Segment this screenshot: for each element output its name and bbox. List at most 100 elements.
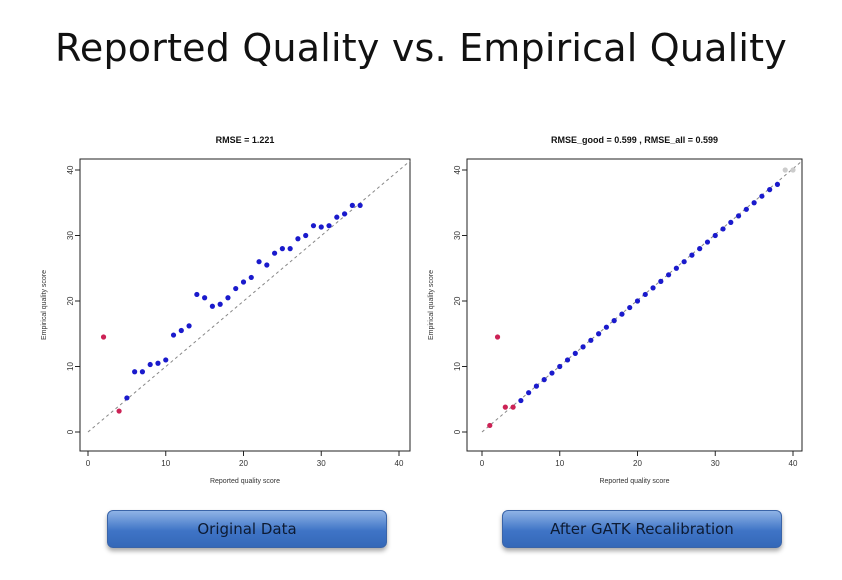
- data-point: [743, 206, 749, 212]
- data-point: [124, 395, 130, 401]
- data-point: [782, 167, 788, 173]
- data-point: [487, 422, 493, 429]
- y-tick-label: 30: [66, 231, 75, 240]
- data-point: [256, 259, 262, 265]
- data-point: [673, 265, 679, 271]
- data-point: [209, 303, 215, 309]
- data-point: [303, 232, 309, 239]
- chart-after-recalibration: RMSE_good = 0.599 , RMSE_all = 0.599 0 10 2…: [428, 135, 803, 485]
- y-tick-label: 20: [453, 296, 462, 305]
- data-point: [619, 311, 625, 317]
- data-point: [116, 408, 122, 414]
- y-tick-label: 20: [66, 296, 75, 305]
- x-tick-label: 10: [555, 459, 564, 468]
- x-tick-label: 40: [789, 459, 798, 468]
- x-tick-label: 40: [395, 459, 404, 468]
- data-point: [541, 377, 547, 383]
- after-gatk-recalibration-button[interactable]: After GATK Recalibration: [502, 510, 782, 548]
- data-point: [170, 332, 177, 338]
- data-point: [318, 224, 324, 230]
- x-tick-label: 10: [161, 459, 170, 468]
- data-point: [349, 202, 355, 208]
- data-point: [510, 404, 516, 410]
- x-axis-label: Reported quality score: [599, 478, 669, 485]
- x-tick-label: 30: [317, 459, 326, 468]
- y-tick-label: 40: [453, 165, 462, 174]
- data-point: [712, 232, 718, 239]
- data-point: [132, 369, 138, 375]
- data-point: [681, 259, 687, 265]
- chart-original-data: RMSE = 1.221 0 10 20 30 40 0 10 20 30 40 Reported q…: [41, 135, 411, 485]
- data-point: [790, 167, 796, 173]
- plot-frame: [466, 158, 803, 452]
- x-tick-label: 0: [86, 459, 91, 468]
- data-point: [178, 327, 184, 334]
- data-point: [494, 334, 501, 340]
- data-point: [759, 193, 765, 199]
- data-point: [225, 295, 231, 301]
- data-point: [767, 187, 773, 193]
- x-axis-label: Reported quality score: [210, 478, 280, 485]
- data-point: [720, 226, 726, 232]
- data-point: [596, 331, 602, 337]
- data-point: [704, 239, 711, 245]
- data-point: [139, 369, 146, 375]
- chart-title: RMSE_good = 0.599 , RMSE_all = 0.599: [551, 135, 718, 145]
- data-point: [735, 213, 742, 219]
- data-point: [287, 246, 293, 252]
- data-point: [248, 274, 254, 281]
- data-point: [526, 390, 532, 396]
- y-axis-label: Empirical quality score: [428, 270, 435, 340]
- reference-line: [87, 160, 411, 433]
- data-point: [310, 223, 317, 229]
- data-point: [217, 301, 223, 307]
- data-point: [697, 246, 703, 252]
- data-point: [155, 360, 161, 366]
- data-point: [588, 337, 594, 343]
- y-tick-label: 10: [66, 362, 75, 371]
- original-data-button[interactable]: Original Data: [107, 510, 387, 548]
- y-tick-label: 10: [453, 362, 462, 371]
- data-point: [202, 295, 208, 301]
- data-point: [642, 291, 648, 298]
- reference-line: [481, 160, 803, 433]
- data-point: [650, 285, 656, 291]
- y-tick-label: 40: [66, 165, 75, 174]
- data-point: [240, 279, 247, 285]
- data-point: [572, 350, 578, 356]
- data-point: [658, 278, 664, 284]
- data-point: [774, 181, 781, 188]
- data-point: [186, 323, 192, 329]
- data-point: [627, 304, 633, 311]
- data-point: [334, 214, 340, 220]
- data-point: [264, 262, 270, 268]
- x-tick-label: 30: [711, 459, 720, 468]
- data-point: [603, 324, 609, 330]
- data-point: [564, 357, 571, 363]
- x-tick-label: 20: [239, 459, 248, 468]
- y-axis-label: Empirical quality score: [41, 270, 48, 340]
- data-point: [100, 334, 107, 340]
- data-point: [518, 397, 524, 404]
- data-point: [557, 363, 563, 370]
- data-point: [163, 357, 169, 363]
- data-point: [233, 285, 239, 292]
- data-point: [580, 344, 586, 350]
- x-tick-label: 20: [633, 459, 642, 468]
- data-point: [341, 211, 348, 217]
- data-point: [326, 223, 332, 229]
- data-point: [502, 404, 508, 410]
- data-point: [689, 252, 695, 258]
- data-point: [279, 246, 285, 252]
- data-point: [194, 291, 200, 298]
- data-point: [666, 272, 672, 278]
- data-point: [751, 200, 757, 206]
- plot-frame: [79, 158, 411, 452]
- data-point: [611, 318, 617, 324]
- data-point: [549, 370, 555, 376]
- y-tick-label: 0: [66, 429, 75, 434]
- data-point: [728, 219, 734, 225]
- data-point: [357, 202, 363, 208]
- data-point: [634, 298, 641, 304]
- data-point: [147, 361, 153, 368]
